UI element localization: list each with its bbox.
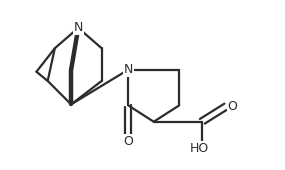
Text: O: O xyxy=(123,135,133,148)
Text: HO: HO xyxy=(190,142,209,155)
Text: N: N xyxy=(123,63,133,76)
Text: N: N xyxy=(74,21,83,34)
Text: O: O xyxy=(227,100,237,113)
